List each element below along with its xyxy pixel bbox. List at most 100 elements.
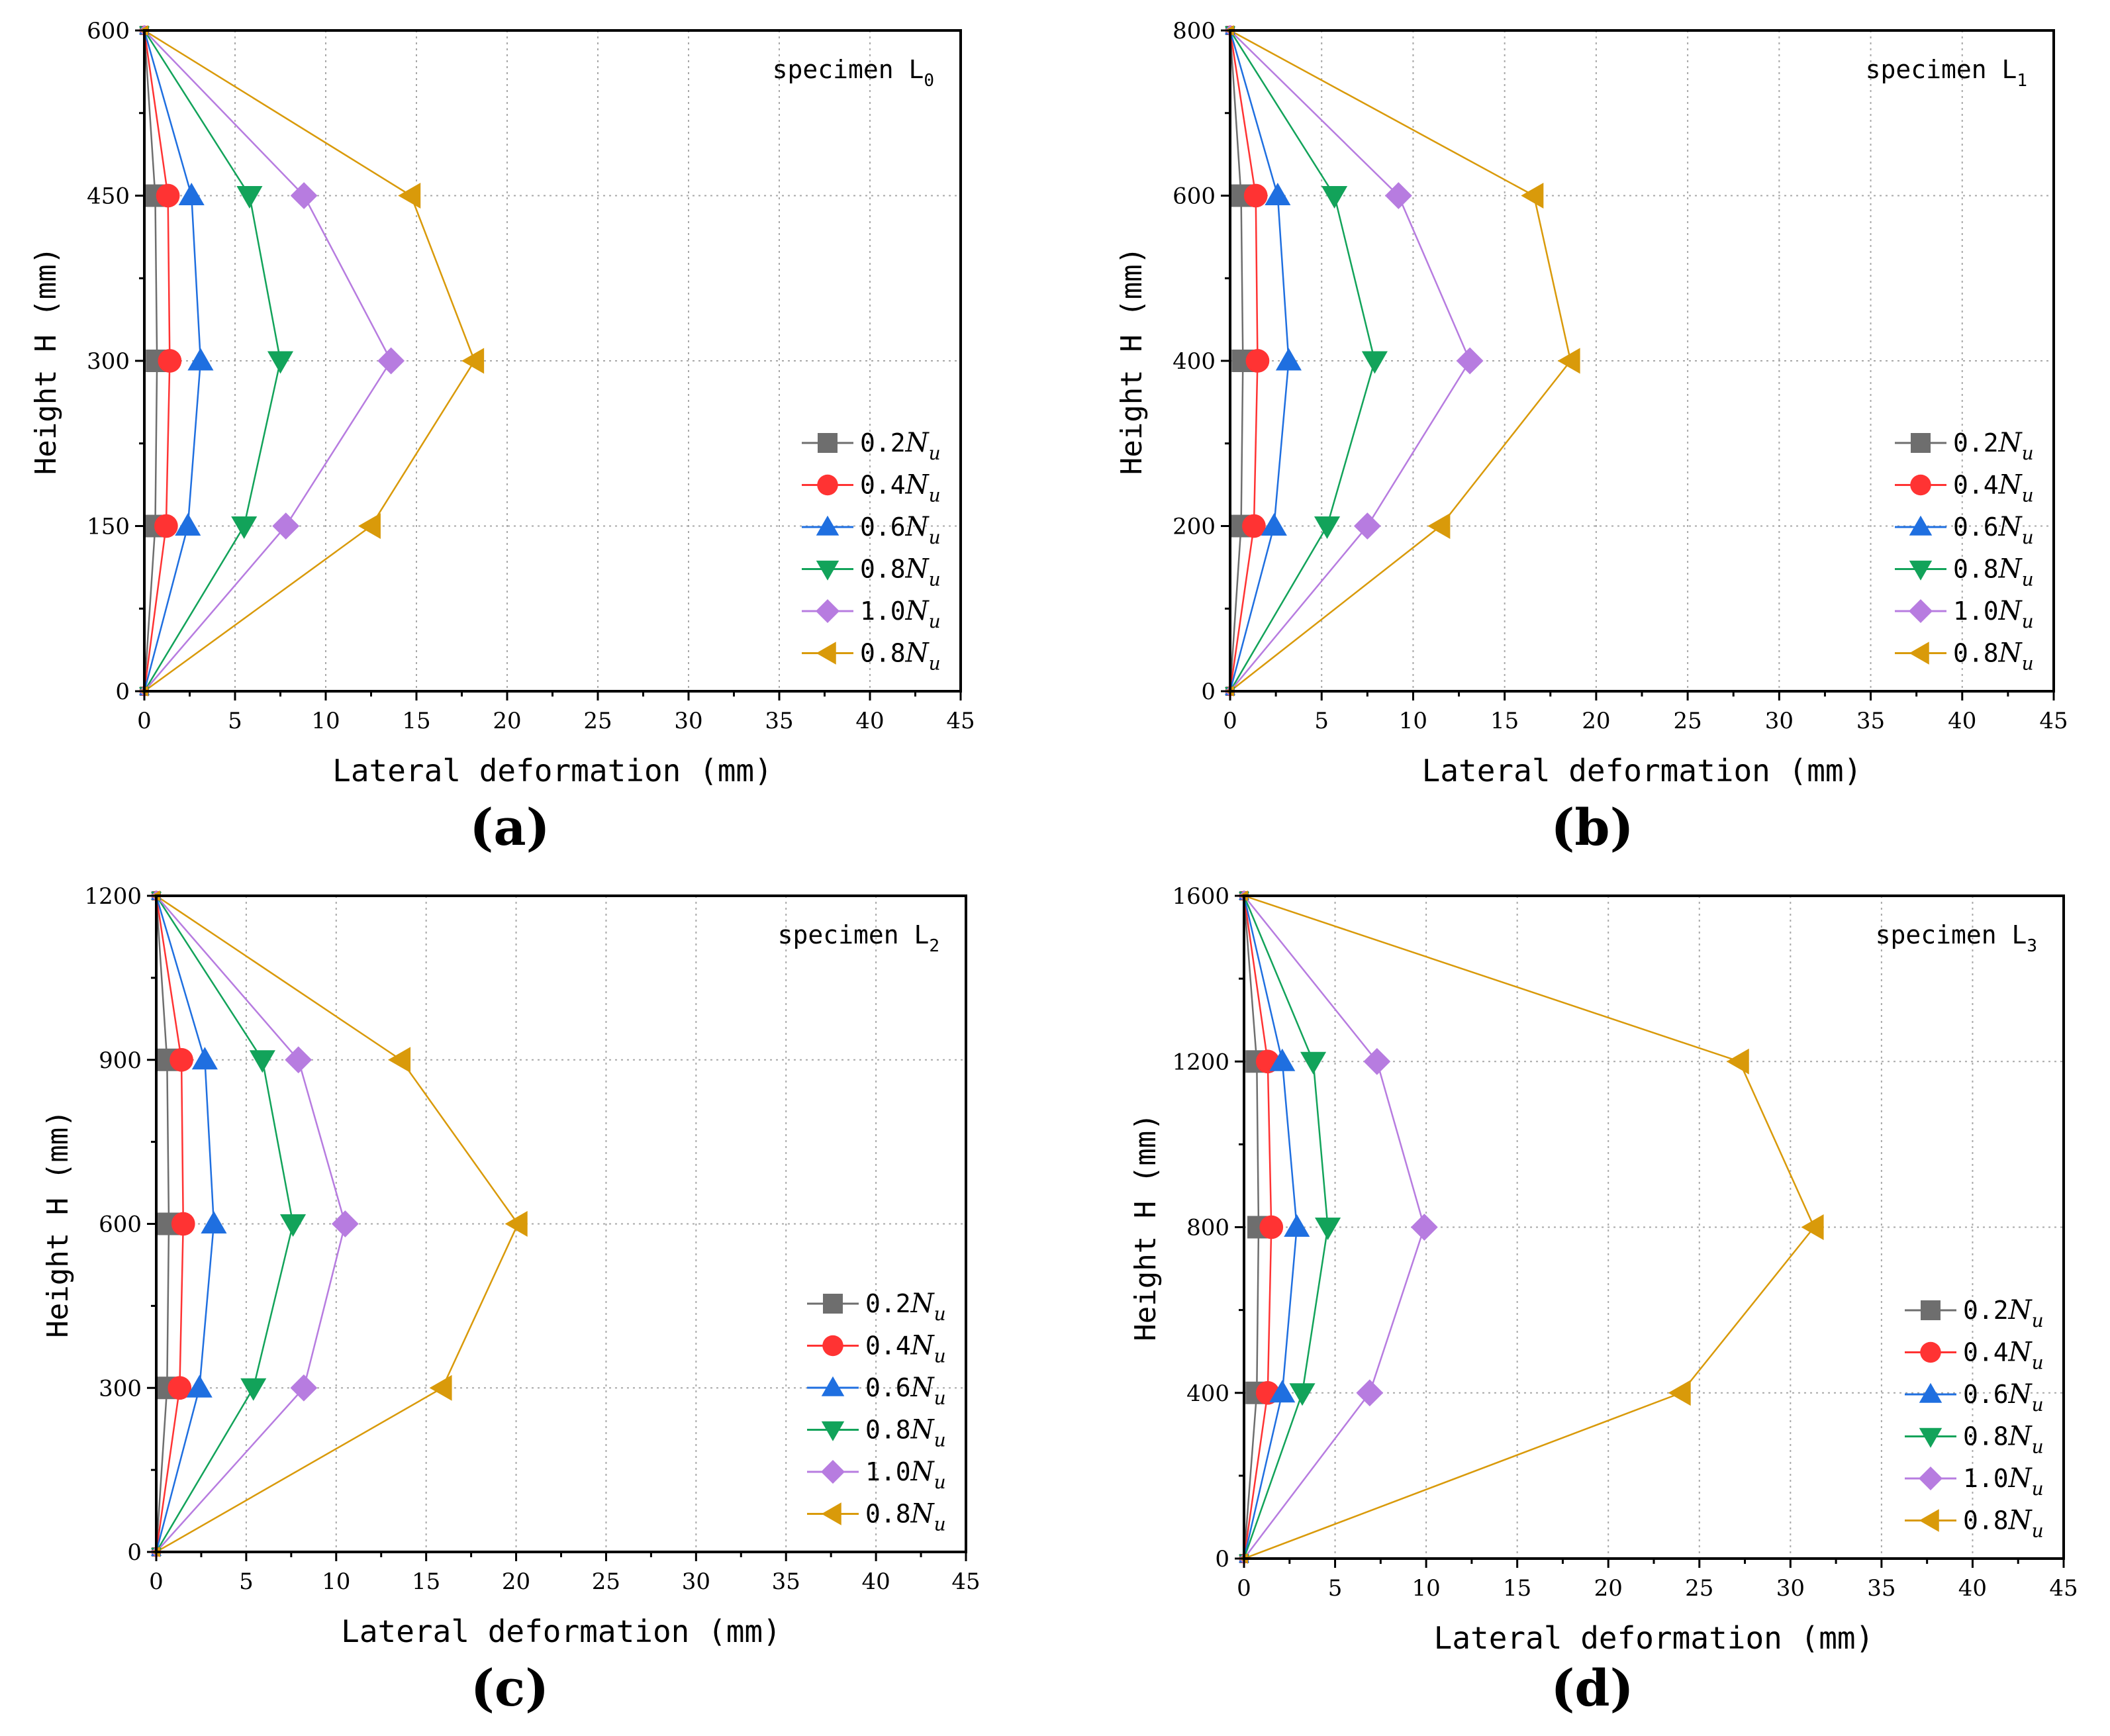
y-axis-label: Height H (mm) xyxy=(1129,1113,1163,1341)
x-tick-label: 15 xyxy=(412,1568,440,1595)
x-tick-label: 45 xyxy=(951,1568,980,1595)
y-tick-label: 400 xyxy=(1173,348,1216,375)
y-tick-label: 800 xyxy=(1173,18,1216,44)
legend-item-1: 0.4Nu xyxy=(802,470,941,506)
legend-square-marker xyxy=(818,433,838,453)
chart-panel-d: 0 5 10 15 20 25 30 35 40 45 0 400 800 1200 1600 Lateral… xyxy=(1055,868,2110,1736)
grid xyxy=(1230,30,2054,691)
legend-item-0: 0.2Nu xyxy=(1905,1295,2044,1331)
data-point xyxy=(186,1374,213,1398)
legend-item-4: 1.0Nu xyxy=(807,1457,946,1493)
data-point xyxy=(187,348,214,371)
series-markers-5 xyxy=(1224,24,1580,697)
data-point xyxy=(388,1047,411,1073)
chart-b: 0 5 10 15 20 25 30 35 40 45 0 200 400 600 800 Lateral d… xyxy=(1115,18,2068,789)
y-tick-label: 600 xyxy=(99,1212,142,1238)
specimen-annotation: specimen L0 xyxy=(773,55,934,91)
y-tick-label: 600 xyxy=(87,18,130,44)
legend: 0.2Nu 0.4Nu 0.6Nu 0.8Nu 1.0Nu 0.8Nu xyxy=(807,1288,946,1535)
legend: 0.2Nu 0.4Nu 0.6Nu 0.8Nu 1.0Nu 0.8Nu xyxy=(802,428,941,675)
series-markers-4 xyxy=(150,890,359,1558)
data-point xyxy=(1361,351,1388,374)
legend-item-1: 0.4Nu xyxy=(1905,1337,2044,1374)
legend-triangle-down-marker xyxy=(1909,560,1933,581)
legend-diamond-marker xyxy=(816,599,839,623)
data-point xyxy=(1356,1379,1384,1407)
x-tick-label: 10 xyxy=(1412,1575,1440,1602)
x-tick-label: 25 xyxy=(1673,708,1702,734)
y-tick-label: 300 xyxy=(99,1375,142,1402)
legend-item-4: 1.0Nu xyxy=(802,596,941,632)
data-point xyxy=(154,514,178,538)
y-tick-label: 200 xyxy=(1173,514,1216,540)
legend-label: 0.8Nu xyxy=(865,1499,946,1535)
y-tick-label: 800 xyxy=(1186,1215,1229,1241)
x-tick-label: 40 xyxy=(855,708,884,734)
y-tick-label: 1200 xyxy=(84,883,142,910)
specimen-annotation: specimen L1 xyxy=(1866,55,2027,91)
data-point xyxy=(231,516,258,540)
x-tick-label: 25 xyxy=(1685,1575,1713,1602)
legend-label: 0.2Nu xyxy=(865,1288,946,1325)
data-point xyxy=(1300,1051,1327,1075)
data-point xyxy=(1456,347,1484,375)
legend-circle-marker xyxy=(1910,474,1931,496)
x-tick-label: 0 xyxy=(1237,1575,1251,1602)
panel-label-d: (d) xyxy=(1551,1659,1634,1717)
legend-triangle-left-marker xyxy=(816,642,836,665)
data-point xyxy=(1314,516,1341,540)
legend-label: 0.8Nu xyxy=(865,1415,946,1451)
panel-label-b: (b) xyxy=(1551,798,1634,857)
legend-label: 0.8Nu xyxy=(1953,554,2034,591)
data-point xyxy=(267,351,294,374)
x-tick-label: 20 xyxy=(493,708,521,734)
data-point xyxy=(1284,1214,1310,1237)
legend-label: 0.2Nu xyxy=(860,428,941,464)
data-point xyxy=(1427,512,1451,540)
x-tick-label: 5 xyxy=(239,1568,254,1595)
legend-label: 0.6Nu xyxy=(1963,1379,2044,1416)
legend-item-4: 1.0Nu xyxy=(1895,596,2034,632)
x-tick-label: 40 xyxy=(861,1568,890,1595)
x-tick-label: 30 xyxy=(1776,1575,1805,1602)
legend-triangle-up-marker xyxy=(821,1376,845,1396)
legend-item-5: 0.8Nu xyxy=(1895,638,2034,675)
data-point xyxy=(236,186,263,209)
plot-area xyxy=(138,24,485,697)
x-tick-label: 30 xyxy=(682,1568,710,1595)
y-tick-label: 1200 xyxy=(1172,1049,1229,1075)
legend-triangle-up-marker xyxy=(816,515,839,536)
plot-area xyxy=(1238,890,1824,1565)
y-tick-label: 450 xyxy=(87,183,130,210)
x-tick-label: 10 xyxy=(311,708,340,734)
y-axis: 0 150 300 450 600 xyxy=(87,18,144,705)
data-point xyxy=(429,1374,452,1401)
legend-diamond-marker xyxy=(1919,1467,1942,1490)
x-axis-label: Lateral deformation (mm) xyxy=(341,1614,781,1649)
legend-item-5: 0.8Nu xyxy=(807,1499,946,1535)
data-point xyxy=(1521,182,1544,209)
series-markers-3 xyxy=(150,892,307,1558)
data-point xyxy=(377,347,405,375)
data-point xyxy=(290,1374,318,1402)
legend-item-3: 0.8Nu xyxy=(1895,554,2034,591)
legend-item-0: 0.2Nu xyxy=(807,1288,946,1325)
x-tick-label: 30 xyxy=(674,708,702,734)
legend-square-marker xyxy=(1921,1300,1941,1320)
specimen-annotation: specimen L2 xyxy=(778,920,939,956)
chart-panel-b: 0 5 10 15 20 25 30 35 40 45 0 200 400 600 800 Lateral d… xyxy=(1055,0,2110,868)
data-point xyxy=(1321,186,1348,209)
legend-label: 0.6Nu xyxy=(860,512,941,548)
legend: 0.2Nu 0.4Nu 0.6Nu 0.8Nu 1.0Nu 0.8Nu xyxy=(1905,1295,2044,1542)
legend-square-marker xyxy=(1911,433,1931,453)
data-point xyxy=(272,512,300,540)
y-tick-label: 0 xyxy=(1215,1546,1229,1572)
data-point xyxy=(1557,348,1580,374)
legend-item-3: 0.8Nu xyxy=(802,554,941,591)
x-axis: 0 5 10 15 20 25 30 35 40 45 xyxy=(1223,691,2068,734)
legend-label: 0.8Nu xyxy=(860,638,941,675)
data-point xyxy=(290,182,318,209)
grid xyxy=(1244,896,2064,1559)
x-tick-label: 35 xyxy=(1867,1575,1895,1602)
x-tick-label: 5 xyxy=(1328,1575,1343,1602)
